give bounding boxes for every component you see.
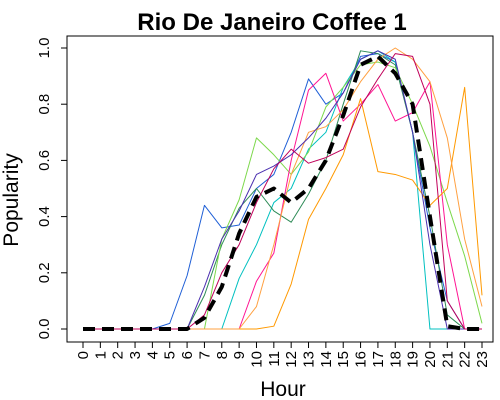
- y-tick-label: 0.0: [36, 319, 53, 340]
- y-axis: 0.0 0.2 0.4 0.6 0.8 1.0: [36, 38, 68, 340]
- average-series-line: [83, 54, 482, 331]
- x-tick-label: 18: [387, 351, 404, 368]
- x-tick-label: 14: [318, 351, 335, 368]
- x-tick-label: 21: [439, 351, 456, 368]
- series-line-8: [83, 50, 482, 330]
- x-axis: 0 1 2 3 4 5 6 7 8 9 10 11 12 13 14 15 16 17 18 19 20 21 22 23: [75, 341, 491, 368]
- y-tick-label: 0.6: [36, 150, 53, 171]
- x-tick-label: 22: [457, 351, 474, 368]
- chart-title: Rio De Janeiro Coffee 1: [137, 9, 406, 36]
- x-tick-label: 0: [75, 351, 92, 359]
- x-tick-label: 11: [266, 351, 283, 367]
- x-tick-label: 3: [127, 351, 144, 359]
- x-tick-label: 9: [231, 351, 248, 359]
- plot-frame: [66, 35, 494, 343]
- x-tick-label: 5: [162, 351, 179, 359]
- x-tick-label: 4: [144, 351, 161, 359]
- x-tick-label: 15: [335, 351, 352, 368]
- series-layer: [83, 47, 483, 331]
- x-tick-label: 13: [301, 351, 318, 368]
- x-tick-label: 23: [474, 351, 491, 368]
- series-line-5: [83, 72, 482, 330]
- x-tick-label: 20: [422, 351, 439, 368]
- x-tick-label: 10: [248, 351, 265, 368]
- series-line-3: [83, 50, 482, 330]
- series-line-7: [83, 47, 483, 330]
- x-tick-label: 19: [405, 351, 422, 368]
- series-line-2: [83, 50, 482, 330]
- y-axis-label: Popularity: [0, 153, 23, 247]
- x-tick-label: 12: [283, 351, 300, 368]
- x-tick-label: 2: [110, 351, 127, 359]
- x-axis-label: Hour: [260, 378, 306, 400]
- x-tick-label: 6: [179, 351, 196, 359]
- y-tick-label: 1.0: [36, 38, 53, 59]
- x-tick-label: 17: [370, 351, 387, 368]
- x-tick-label: 16: [353, 351, 370, 368]
- y-tick-label: 0.8: [36, 94, 53, 115]
- y-tick-label: 0.2: [36, 262, 53, 283]
- x-tick-label: 7: [196, 351, 213, 359]
- x-tick-label: 8: [214, 351, 231, 359]
- x-tick-label: 1: [92, 351, 109, 359]
- y-tick-label: 0.4: [36, 206, 53, 227]
